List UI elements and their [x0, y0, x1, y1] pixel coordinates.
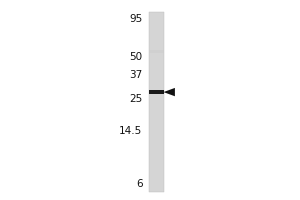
Text: 50: 50 [129, 52, 142, 62]
Bar [148, 90, 164, 94]
Text: 6: 6 [136, 179, 142, 189]
Bar [148, 12, 164, 192]
Polygon shape [164, 88, 175, 96]
Text: 25: 25 [129, 94, 142, 104]
Bar [148, 50, 164, 53]
Text: 95: 95 [129, 14, 142, 24]
Text: 14.5: 14.5 [119, 126, 142, 136]
Text: 37: 37 [129, 70, 142, 80]
